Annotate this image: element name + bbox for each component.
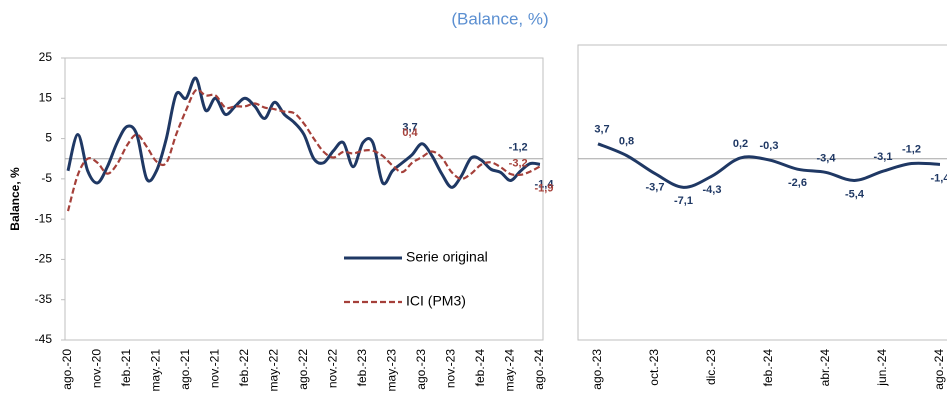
x-tick-label: ago.-22 [296,349,310,390]
data-label: -1,4 [931,172,947,184]
legend-label: Serie original [406,249,488,265]
data-label: 3,7 [594,124,609,136]
data-label: -0,3 [760,140,779,152]
data-label: -1,4 [535,178,555,190]
x-tick-label: oct.-23 [647,349,661,386]
data-label: -1,2 [509,141,528,153]
plot-frame [577,44,947,341]
data-label: -4,3 [703,184,722,196]
x-tick-label: nov.-20 [90,349,104,388]
y-tick-label: 15 [39,90,53,104]
y-tick-label: -5 [41,171,52,185]
y-tick-label: -15 [35,211,53,225]
x-tick-label: ago.-21 [178,349,192,390]
data-label: 0,2 [733,138,748,150]
series-line [66,76,541,189]
y-tick-label: 25 [39,50,53,64]
data-label: 3,7 [402,122,417,134]
x-tick-label: feb.-23 [355,349,369,387]
data-label: -7,1 [674,195,693,207]
data-label: -5,4 [845,188,865,200]
data-label: 0,4 [402,127,418,139]
data-label: 0,8 [619,135,634,147]
x-tick-label: nov.-23 [444,349,458,388]
legend-label: ICI (PM3) [406,293,466,309]
x-tick-label: nov.-21 [208,349,222,388]
x-tick-label: feb.-21 [119,349,133,387]
x-tick-label: ago.-23 [414,349,428,390]
data-label: -2,6 [788,177,807,189]
x-tick-label: may.-21 [149,349,163,392]
x-tick-label: ago.-24 [932,349,946,390]
x-tick-label: nov.-22 [326,349,340,388]
x-tick-label: feb.-24 [473,349,487,387]
x-tick-label: feb.-24 [761,349,775,387]
x-tick-label: ago.-24 [532,349,546,390]
x-tick-label: abr.-24 [818,349,832,387]
series-line [597,142,941,189]
x-tick-label: ago.-20 [60,349,74,390]
y-tick-label: -35 [35,292,53,306]
data-label: -1,9 [535,182,554,194]
chart-subtitle: (Balance, %) [451,9,548,28]
data-label: -3,1 [874,151,893,163]
y-axis-title: Balance, % [8,167,22,231]
x-tick-label: jun.-24 [875,349,889,387]
series-line [66,88,541,212]
x-tick-label: may.-22 [267,349,281,392]
data-label: -3,7 [646,182,665,194]
data-label: -3,4 [817,152,837,164]
plot-frame [64,57,544,341]
x-tick-label: dic.-23 [704,349,718,385]
data-label: -1,2 [902,143,921,155]
y-tick-label: 5 [45,131,52,145]
y-tick-label: -45 [35,332,53,346]
x-tick-label: feb.-22 [237,349,251,387]
y-tick-label: -25 [35,252,53,266]
x-tick-label: may.-24 [503,349,517,392]
x-tick-label: may.-23 [385,349,399,392]
x-tick-label: ago.-23 [590,349,604,390]
data-label: -3,2 [509,158,528,170]
